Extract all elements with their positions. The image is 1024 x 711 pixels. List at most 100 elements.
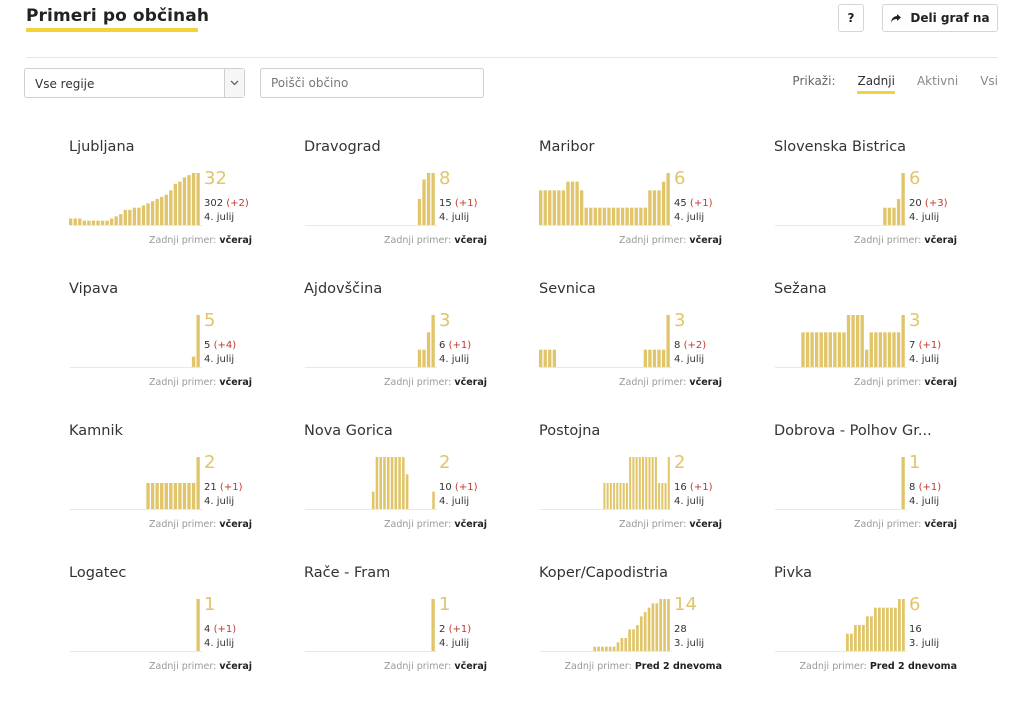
sparkline-bar	[855, 315, 860, 367]
show-option-all[interactable]: Vsi	[980, 74, 998, 88]
total-count-line: 302 (+2)	[204, 198, 249, 209]
header: Primeri po občinah ? Deli graf na	[26, 0, 998, 58]
daily-delta: (+1)	[219, 482, 243, 493]
sparkline-bar	[431, 173, 435, 225]
municipality-card[interactable]: Dravograd 8 15 (+1) 4. julij Zadnji primer: …	[293, 128, 493, 258]
sparkline-bar	[601, 646, 604, 651]
toolbar: Vse regije Prikaži: Zadnji Aktivni Vsi	[24, 68, 998, 98]
municipality-card[interactable]: Pivka 6 16 3. julij Zadnji primer: Pred 2 dn…	[763, 554, 963, 684]
current-active-count: 3	[909, 310, 921, 331]
sparkline-bar	[164, 483, 168, 509]
sparkline-bar	[155, 483, 159, 509]
municipality-card[interactable]: Rače - Fram 1 2 (+1) 4. julij Zadnji primer:…	[293, 554, 493, 684]
sparkline-bar	[196, 599, 200, 651]
last-case-value: včeraj	[924, 377, 957, 388]
daily-delta: (+3)	[924, 198, 948, 209]
current-active-count: 1	[204, 594, 216, 615]
sparkline-bar	[613, 483, 616, 509]
municipality-name: Ajdovščina	[304, 281, 383, 297]
sparkline-bar	[869, 332, 873, 367]
sparkline-bar	[851, 315, 855, 367]
sparkline-bar	[866, 616, 869, 651]
search-input[interactable]	[260, 68, 484, 98]
share-button[interactable]: Deli graf na	[882, 4, 998, 32]
sparkline-bar	[178, 181, 182, 225]
sparkline-bar	[661, 181, 666, 225]
municipality-card[interactable]: Dobrova - Polhov Gr... 1 8 (+1) 4. julij Zad…	[763, 412, 963, 542]
municipality-name: Pivka	[774, 565, 813, 581]
last-case-line: Zadnji primer: včeraj	[854, 519, 957, 530]
sparkline-baseline	[70, 509, 202, 510]
sparkline-bar	[160, 196, 164, 225]
sparkline-bar	[846, 315, 851, 367]
sparkline-bar	[191, 356, 196, 367]
last-case-line: Zadnji primer: Pred 2 dnevoma	[800, 661, 957, 672]
sparkline-chart	[371, 457, 435, 509]
sparkline-baseline	[305, 367, 437, 368]
sparkline-bar	[630, 207, 634, 225]
sparkline-bar	[657, 349, 661, 367]
current-active-count: 6	[909, 594, 921, 615]
municipality-card[interactable]: Slovenska Bistrica 6 20 (+3) 4. julij Zadnji…	[763, 128, 963, 258]
sparkline-bar	[196, 457, 200, 509]
municipality-card[interactable]: Kamnik 2 21 (+1) 4. julij Zadnji primer: vče…	[58, 412, 258, 542]
region-select-value: Vse regije	[35, 77, 95, 91]
last-case-value: včeraj	[924, 519, 957, 530]
last-case-value: včeraj	[454, 377, 487, 388]
total-count: 7	[909, 340, 916, 351]
municipality-name: Postojna	[539, 423, 601, 439]
sparkline-bar	[901, 315, 905, 367]
last-case-label: Zadnji primer:	[149, 377, 217, 388]
last-case-line: Zadnji primer: včeraj	[619, 377, 722, 388]
total-count-line: 8 (+2)	[674, 340, 706, 351]
sparkline-bar	[901, 457, 905, 509]
sparkline-bar	[619, 483, 622, 509]
sparkline-bar	[651, 457, 654, 509]
last-case-value: včeraj	[219, 661, 252, 672]
municipality-card[interactable]: Postojna 2 16 (+1) 4. julij Zadnji primer: v…	[528, 412, 728, 542]
municipality-card[interactable]: Koper/Capodistria 14 28 3. julij Zadnji prim…	[528, 554, 728, 684]
sparkline-bar	[394, 457, 398, 509]
sparkline-bar	[643, 612, 647, 651]
municipality-card[interactable]: Vipava 5 5 (+4) 4. julij Zadnji primer: včer…	[58, 270, 258, 400]
sparkline-bar	[883, 207, 887, 225]
date-label: 3. julij	[674, 638, 705, 649]
sparkline-bar	[552, 190, 557, 225]
sparkline-bar	[173, 183, 178, 225]
region-select[interactable]: Vse regije	[24, 68, 245, 98]
show-option-active[interactable]: Aktivni	[916, 74, 959, 88]
sparkline-bar	[426, 332, 431, 367]
last-case-value: Pred 2 dnevoma	[869, 661, 957, 672]
municipality-card[interactable]: Nova Gorica 2 10 (+1) 4. julij Zadnji primer…	[293, 412, 493, 542]
municipality-card[interactable]: Ljubljana 32 302 (+2) 4. julij Zadnji primer…	[58, 128, 258, 258]
sparkline-bar	[196, 315, 200, 367]
municipality-card[interactable]: Sežana 3 7 (+1) 4. julij Zadnji primer: včer…	[763, 270, 963, 400]
sparkline-bar	[887, 332, 892, 367]
municipality-card[interactable]: Sevnica 3 8 (+2) 4. julij Zadnji primer: vče…	[528, 270, 728, 400]
help-button[interactable]: ?	[838, 4, 864, 32]
sparkline-bar	[854, 625, 857, 651]
last-case-label: Zadnji primer:	[619, 235, 687, 246]
date-label: 4. julij	[909, 212, 940, 223]
last-case-value: včeraj	[689, 377, 722, 388]
show-option-latest[interactable]: Zadnji	[857, 74, 896, 94]
chevron-down-icon[interactable]	[224, 69, 244, 97]
sparkline-bar	[155, 199, 159, 225]
municipality-card[interactable]: Ajdovščina 3 6 (+1) 4. julij Zadnji primer: …	[293, 270, 493, 400]
total-count: 4	[204, 624, 211, 635]
sparkline-bar	[386, 457, 390, 509]
last-case-label: Zadnji primer:	[854, 377, 922, 388]
sparkline-bar	[657, 190, 661, 225]
municipality-card[interactable]: Maribor 6 45 (+1) 4. julij Zadnji primer: vč…	[528, 128, 728, 258]
last-case-label: Zadnji primer:	[149, 519, 217, 530]
current-active-count: 32	[204, 168, 227, 189]
sparkline-bar	[896, 332, 901, 367]
sparkline-bar	[842, 332, 846, 367]
total-count: 21	[204, 482, 217, 493]
current-active-count: 14	[674, 594, 697, 615]
sparkline-bar	[819, 332, 823, 367]
sparkline-bar	[173, 483, 178, 509]
municipality-card[interactable]: Logatec 1 4 (+1) 4. julij Zadnji primer: vče…	[58, 554, 258, 684]
date-label: 4. julij	[204, 496, 235, 507]
sparkline-bar	[625, 207, 629, 225]
